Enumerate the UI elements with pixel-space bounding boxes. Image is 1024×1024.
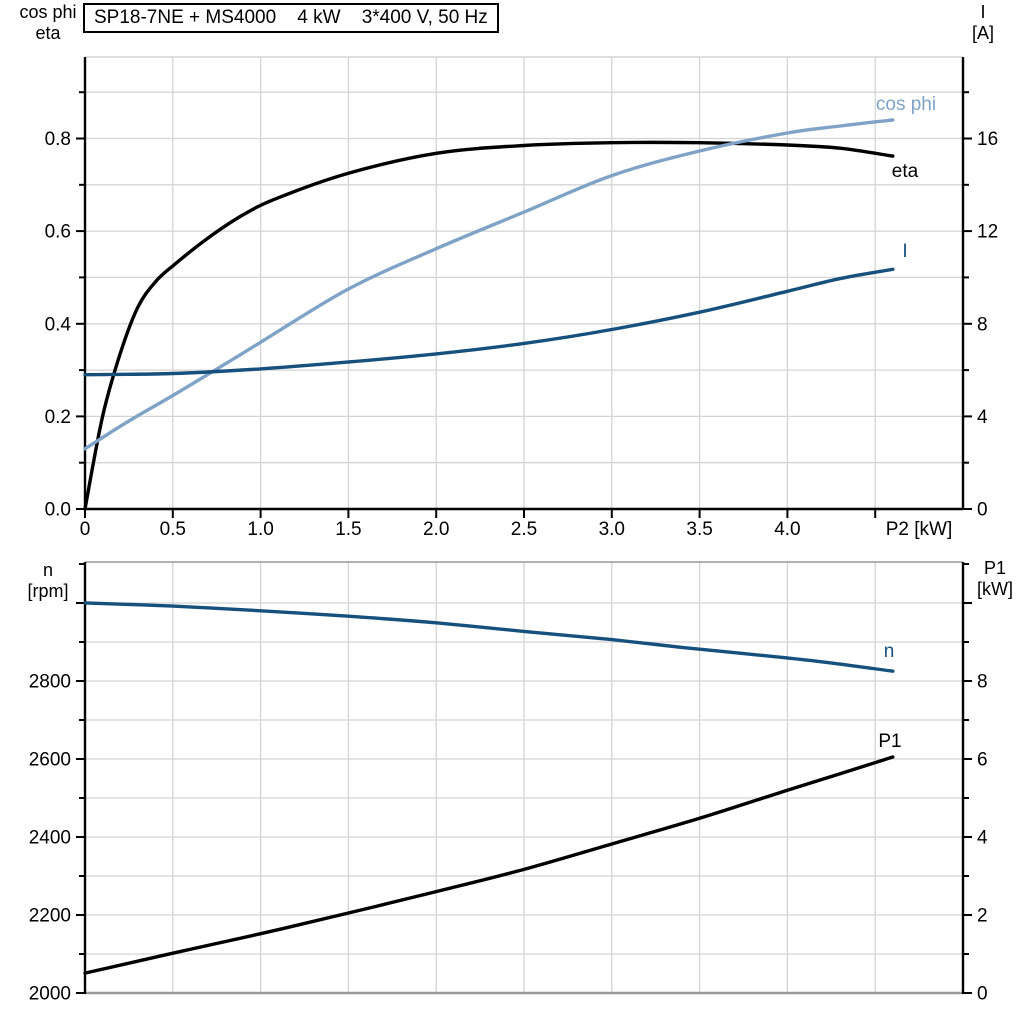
- bottom-right-axis-title: P1 [kW]: [957, 558, 1024, 600]
- x-tick-label: 3.5: [686, 519, 712, 540]
- right-tick-label: 4: [977, 407, 988, 428]
- curve-label-cos-phi: cos phi: [876, 94, 936, 115]
- bottom-left-axis-title: n [rpm]: [2, 560, 94, 602]
- left-tick-label: 2200: [29, 906, 71, 927]
- axis-label-eta: eta: [35, 23, 61, 43]
- axis-label-input-power-unit: [kW]: [977, 579, 1013, 599]
- left-tick-label: 0.4: [45, 314, 72, 335]
- left-tick-label: 0.2: [45, 407, 71, 428]
- curve-label-P1: P1: [878, 731, 901, 752]
- left-tick-label: 0.8: [45, 129, 71, 150]
- chart-title: SP18-7NE + MS4000 4 kW 3*400 V, 50 Hz: [83, 3, 499, 33]
- right-tick-label: 2: [977, 906, 988, 927]
- left-tick-label: 0.0: [45, 500, 71, 521]
- x-axis-title: P2 [kW]: [886, 519, 953, 540]
- axis-label-speed: n: [42, 560, 53, 580]
- right-tick-label: 6: [977, 750, 988, 771]
- curve-label-eta: eta: [892, 161, 919, 182]
- curve-n: [83, 601, 895, 673]
- x-tick-label: 1.0: [247, 519, 273, 540]
- right-tick-label: 16: [977, 129, 998, 150]
- x-tick-label: 2.5: [511, 519, 537, 540]
- x-tick-label: 4.0: [774, 519, 800, 540]
- right-tick-label: 8: [977, 314, 988, 335]
- axis-label-current-unit: [A]: [971, 23, 994, 43]
- left-tick-label: 2800: [29, 672, 71, 693]
- curve-P1: [83, 755, 895, 975]
- left-tick-label: 2400: [29, 828, 71, 849]
- axis-label-cos-phi: cos phi: [19, 2, 77, 22]
- axis-label-current: I: [980, 2, 986, 22]
- left-tick-label: 2600: [29, 750, 71, 771]
- right-tick-label: 0: [977, 984, 988, 1005]
- left-tick-label: 0.6: [45, 222, 71, 243]
- x-tick-label: 3.0: [599, 519, 625, 540]
- right-tick-label: 4: [977, 828, 988, 849]
- curve-cos-phi: [83, 118, 895, 451]
- curve-eta: [83, 140, 895, 511]
- right-tick-label: 12: [977, 222, 998, 243]
- curve-label-n: n: [884, 641, 895, 662]
- x-tick-label: 1.5: [335, 519, 361, 540]
- axis-label-speed-unit: [rpm]: [27, 581, 69, 601]
- right-tick-label: 8: [977, 672, 988, 693]
- top-right-axis-title: I [A]: [945, 2, 1021, 44]
- x-tick-label: 0: [80, 519, 91, 540]
- axis-label-input-power: P1: [983, 558, 1007, 578]
- right-tick-label: 0: [977, 500, 988, 521]
- x-tick-label: 0.5: [160, 519, 186, 540]
- top-left-axis-title: cos phi eta: [2, 2, 94, 44]
- curve-label-I: I: [902, 241, 907, 262]
- x-tick-label: 2.0: [423, 519, 449, 540]
- left-tick-label: 2000: [29, 984, 71, 1005]
- curve-I: [83, 267, 895, 377]
